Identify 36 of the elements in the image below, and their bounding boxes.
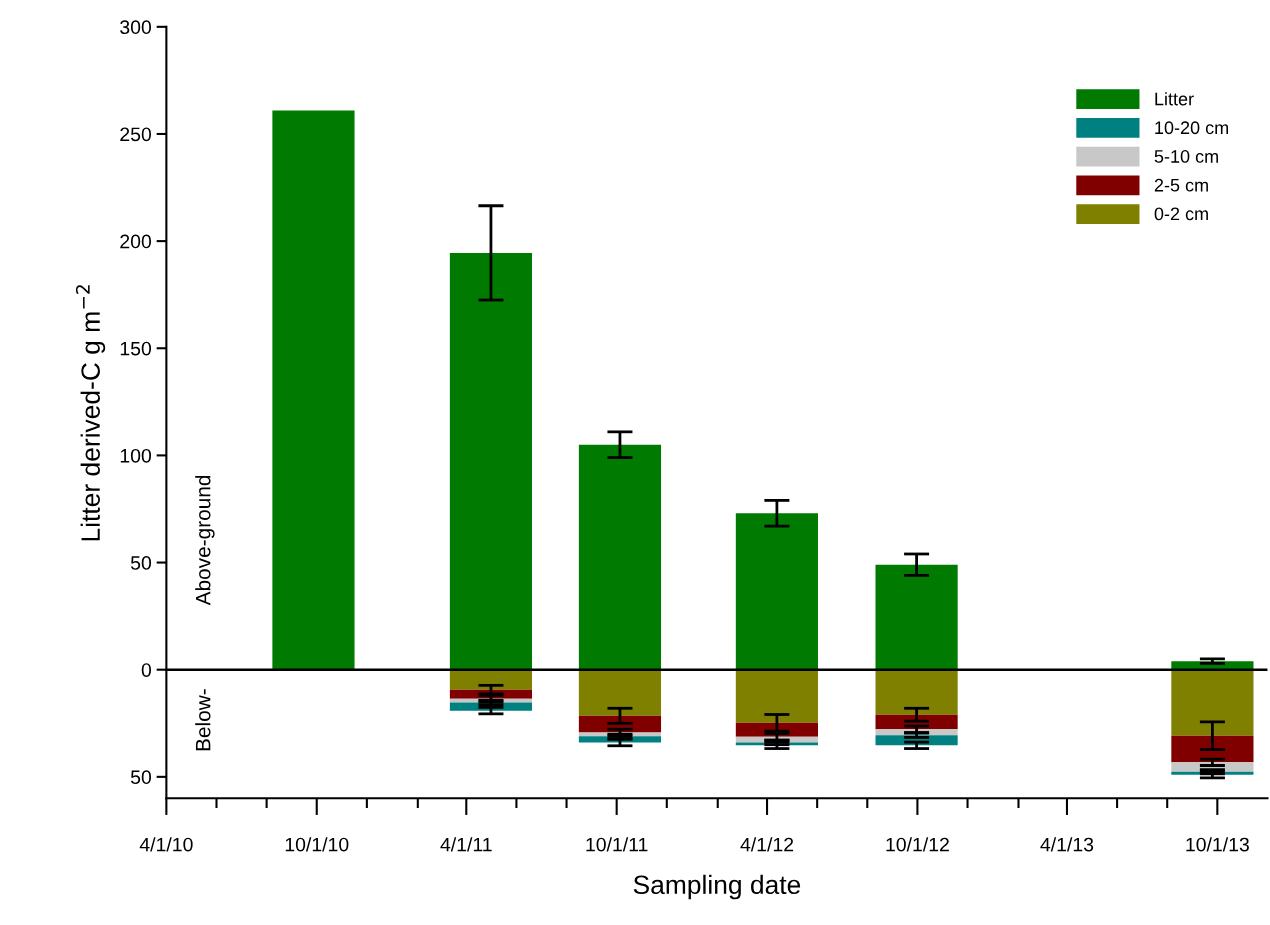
- bar: [578, 669, 662, 716]
- legend-label: 5-10 cm: [1154, 150, 1218, 163]
- y-tick-label: 150: [120, 341, 152, 356]
- bar: [735, 669, 818, 723]
- y-tick-label: 50: [130, 556, 152, 570]
- bar: [449, 669, 533, 690]
- legend-label: 2-5 cm: [1154, 178, 1208, 192]
- y-tick-label: 300: [120, 20, 152, 35]
- x-tick-label: 10/1/12: [886, 837, 949, 852]
- y-axis-title: Litter derived-C g m$^{−2}$: [75, 285, 106, 541]
- annotation: Above-ground: [195, 475, 215, 606]
- x-axis-title: Sampling date: [633, 874, 801, 900]
- y-tick-label: 0: [141, 663, 152, 677]
- y-tick-label: 200: [120, 234, 152, 249]
- bar: [735, 513, 818, 670]
- x-tick-label: 10/1/11: [586, 837, 648, 852]
- x-tick-label: 4/1/11: [440, 837, 492, 852]
- legend-label: 0-2 cm: [1154, 207, 1208, 221]
- bar: [578, 444, 662, 670]
- bar: [1171, 735, 1254, 763]
- y-tick-label: 50: [130, 770, 152, 785]
- bar: [875, 564, 958, 670]
- bar: [1171, 669, 1254, 736]
- bar: [449, 252, 533, 670]
- x-tick-label: 4/1/10: [139, 837, 193, 852]
- x-tick-label: 4/1/12: [740, 837, 794, 852]
- x-tick-label: 10/1/10: [285, 837, 349, 852]
- legend-label: Litter: [1155, 92, 1194, 106]
- annotation: Below-: [195, 689, 211, 751]
- bar: [272, 110, 355, 670]
- x-tick-label: 4/1/13: [1040, 837, 1094, 852]
- x-tick-label: 10/1/13: [1186, 837, 1249, 852]
- legend-label: 10-20 cm: [1155, 121, 1228, 135]
- y-tick-label: 100: [120, 448, 152, 463]
- bar: [875, 669, 958, 715]
- y-tick-label: 250: [120, 127, 152, 142]
